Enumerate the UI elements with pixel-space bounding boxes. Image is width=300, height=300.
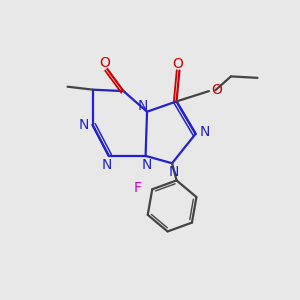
Text: N: N <box>199 125 210 139</box>
Text: F: F <box>134 181 142 195</box>
Text: O: O <box>100 56 110 70</box>
Text: O: O <box>172 57 183 71</box>
Text: N: N <box>168 165 179 179</box>
Text: N: N <box>137 99 148 113</box>
Text: N: N <box>142 158 152 172</box>
Text: N: N <box>102 158 112 172</box>
Text: O: O <box>212 83 222 97</box>
Text: N: N <box>79 118 89 132</box>
